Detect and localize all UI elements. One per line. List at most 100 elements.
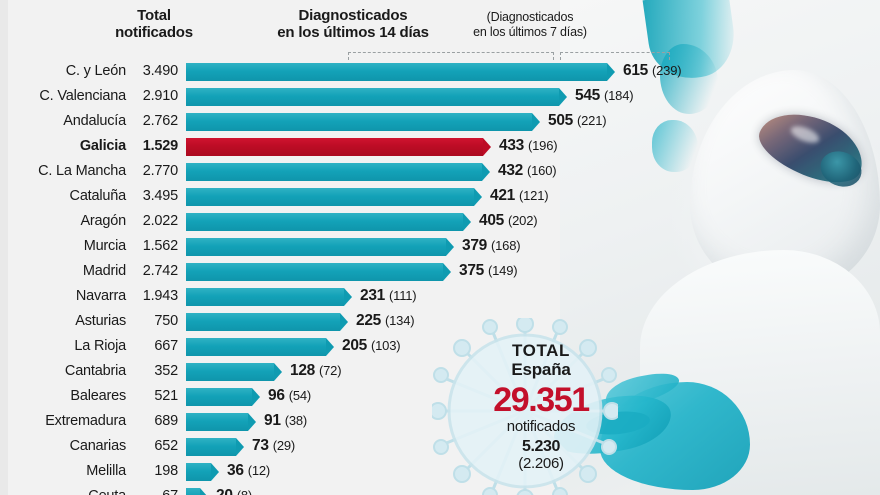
value-last-14-days: 375 [459, 262, 484, 279]
table-row: Madrid 2.742 375 (149) [0, 260, 680, 285]
bar-container [186, 263, 451, 281]
bar-value-labels: 36 (12) [227, 462, 270, 480]
total-notified-cell: 1.562 [142, 238, 178, 254]
column-header-total-line2: notificados [115, 23, 193, 41]
value-last-7-days: (168) [491, 238, 521, 253]
total-notified-cell: 1.943 [142, 288, 178, 304]
bar-container [186, 338, 334, 356]
chart-rows: C. y León 3.490 615 (239) C. Valenciana 2.91… [0, 60, 682, 495]
bar-value-labels: 545 (184) [575, 87, 634, 105]
value-last-14-days: 405 [479, 212, 504, 229]
region-label: Ceuta [0, 488, 126, 495]
bar-value-labels: 405 (202) [479, 212, 538, 230]
bar [186, 63, 615, 81]
bar-value-labels: 225 (134) [356, 312, 415, 330]
left-margin-strip [0, 0, 8, 495]
total-notified-cell: 652 [154, 438, 178, 454]
bar [186, 238, 454, 256]
bracket-7-days [560, 52, 670, 60]
table-row: Navarra 1.943 231 (111) [0, 285, 680, 310]
bar-value-labels: 73 (29) [252, 437, 295, 455]
column-header-total-line1: Total [137, 7, 171, 24]
region-label: Galicia [79, 138, 126, 154]
total-notified-cell: 521 [154, 388, 178, 404]
total-notified-cell: 3.490 [142, 63, 178, 79]
table-row: C. y León 3.490 615 (239) [0, 60, 682, 85]
bar-container [186, 163, 490, 181]
region-label: Navarra [75, 288, 126, 304]
value-last-14-days: 545 [575, 87, 600, 104]
bar [186, 463, 219, 481]
value-last-7-days: (103) [371, 338, 401, 353]
bar [186, 488, 208, 495]
table-row: La Rioja 667 205 (103) [0, 335, 680, 360]
value-last-7-days: (38) [284, 413, 308, 428]
total-notified-cell: 2.022 [142, 213, 178, 229]
value-last-7-days: (111) [389, 288, 417, 303]
total-notified-cell: 2.762 [142, 113, 178, 129]
value-last-14-days: 73 [252, 437, 269, 454]
bar-value-labels: 505 (221) [548, 112, 607, 130]
bar [186, 163, 490, 181]
total-spain-box: TOTAL España 29.351 notificados 5.230 (2… [476, 341, 606, 472]
region-label: C. Valenciana [39, 88, 126, 104]
value-last-14-days: 91 [264, 412, 281, 429]
value-last-7-days: (8) [237, 488, 253, 495]
total-notified-cell: 2.910 [142, 88, 178, 104]
total-notified-cell: 352 [154, 363, 178, 379]
bar-container [186, 113, 540, 131]
region-label: Asturias [75, 313, 126, 329]
total-notified-cell: 2.742 [142, 263, 178, 279]
column-header-14-days: Diagnosticados en los últimos 14 días [258, 7, 448, 42]
table-row: Ceuta67 20 (8) [0, 485, 680, 495]
bar-container [186, 213, 471, 231]
region-label: Cataluña [69, 188, 127, 204]
total-notified-cell: 3.495 [142, 188, 178, 204]
total-last14-value: 5.230 [521, 437, 561, 455]
country-label: España [511, 360, 571, 380]
bar-container [186, 313, 348, 331]
table-row: Extremadura 689 91 (38) [0, 410, 680, 435]
value-last-7-days: (184) [604, 88, 634, 103]
value-last-7-days: (12) [247, 463, 271, 478]
region-label: Andalucía [63, 113, 126, 129]
value-last-7-days: (202) [508, 213, 538, 228]
bar-container [186, 138, 491, 156]
total-notified-cell: 667 [154, 338, 178, 354]
bar-container [186, 238, 454, 256]
region-label: Canarias [69, 438, 127, 454]
bar [186, 413, 256, 431]
total-notified-cell: 689 [154, 413, 178, 429]
bracket-14-days [348, 52, 554, 60]
total-notified-label: notificados [506, 417, 576, 435]
value-last-7-days: (196) [528, 138, 558, 153]
table-row: Asturias 750 225 (134) [0, 310, 680, 335]
value-last-14-days: 379 [462, 237, 487, 254]
value-last-7-days: (121) [519, 188, 549, 203]
bar [186, 213, 471, 231]
table-row: Cantabria 352 128 (72) [0, 360, 680, 385]
value-last-7-days: (134) [385, 313, 415, 328]
region-label: Cantabria [64, 363, 126, 379]
value-last-14-days: 505 [548, 112, 573, 129]
region-label: La Rioja [74, 338, 126, 354]
value-last-14-days: 421 [490, 187, 515, 204]
bar [186, 263, 451, 281]
bar-value-labels: 433 (196) [499, 137, 558, 155]
table-row: Baleares 521 96 (54) [0, 385, 680, 410]
region-label: Murcia [83, 238, 127, 254]
value-last-7-days: (54) [288, 388, 312, 403]
total-notified-cell: 1.529 [142, 138, 178, 154]
value-last-14-days: 205 [342, 337, 367, 354]
bar [186, 388, 260, 406]
bar [186, 88, 567, 106]
bar [186, 138, 491, 156]
column-header-7-line2: en los últimos 7 días) [473, 24, 587, 39]
value-last-7-days: (149) [488, 263, 518, 278]
table-row: Andalucía 2.762 505 (221) [0, 110, 680, 135]
region-label: Aragón [80, 213, 126, 229]
value-last-14-days: 225 [356, 312, 381, 329]
bar-value-labels: 615 (239) [623, 62, 682, 80]
value-last-7-days: (29) [272, 438, 296, 453]
